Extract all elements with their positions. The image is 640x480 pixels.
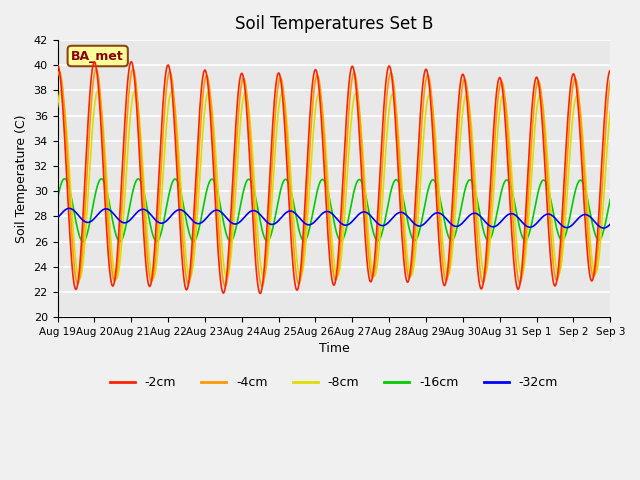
Text: BA_met: BA_met: [71, 49, 124, 62]
X-axis label: Time: Time: [319, 342, 349, 356]
Legend: -2cm, -4cm, -8cm, -16cm, -32cm: -2cm, -4cm, -8cm, -16cm, -32cm: [105, 371, 563, 394]
Title: Soil Temperatures Set B: Soil Temperatures Set B: [235, 15, 433, 33]
Y-axis label: Soil Temperature (C): Soil Temperature (C): [15, 114, 28, 243]
